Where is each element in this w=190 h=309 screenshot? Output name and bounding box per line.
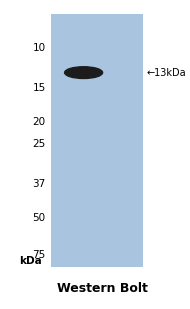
Text: 37: 37 <box>32 179 46 189</box>
Text: 75: 75 <box>32 250 46 260</box>
Text: ←13kDa: ←13kDa <box>146 68 186 78</box>
Text: 50: 50 <box>32 213 46 223</box>
Text: 15: 15 <box>32 83 46 93</box>
Text: Western Bolt: Western Bolt <box>57 282 148 295</box>
Text: 20: 20 <box>32 117 46 127</box>
Text: 10: 10 <box>32 43 46 53</box>
FancyBboxPatch shape <box>51 14 142 267</box>
Text: 25: 25 <box>32 139 46 149</box>
Text: kDa: kDa <box>19 256 42 266</box>
Ellipse shape <box>65 67 103 78</box>
